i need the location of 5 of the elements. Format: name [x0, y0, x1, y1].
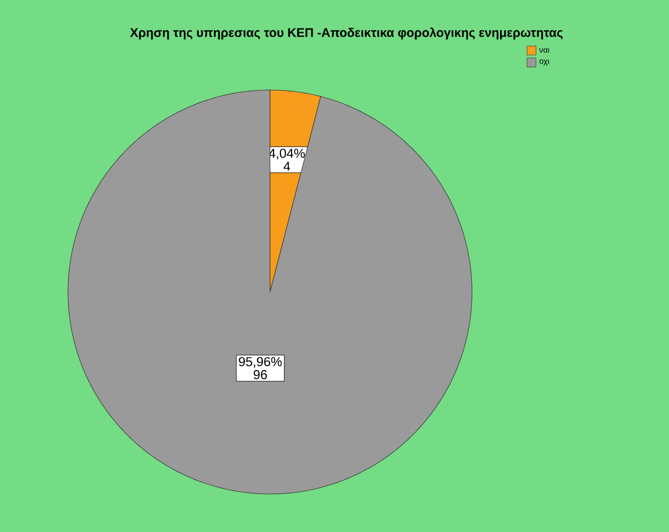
text: 96 [254, 370, 267, 380]
text: 4 [284, 162, 290, 171]
chart-title: Χρηση της υπηρεσιας του ΚΕΠ -Αποδεικτικα φορολογικης ενημερωτητας [130, 28, 563, 40]
data-label: 4,04% [268, 148, 305, 160]
data-label: 95,96% [238, 357, 282, 368]
